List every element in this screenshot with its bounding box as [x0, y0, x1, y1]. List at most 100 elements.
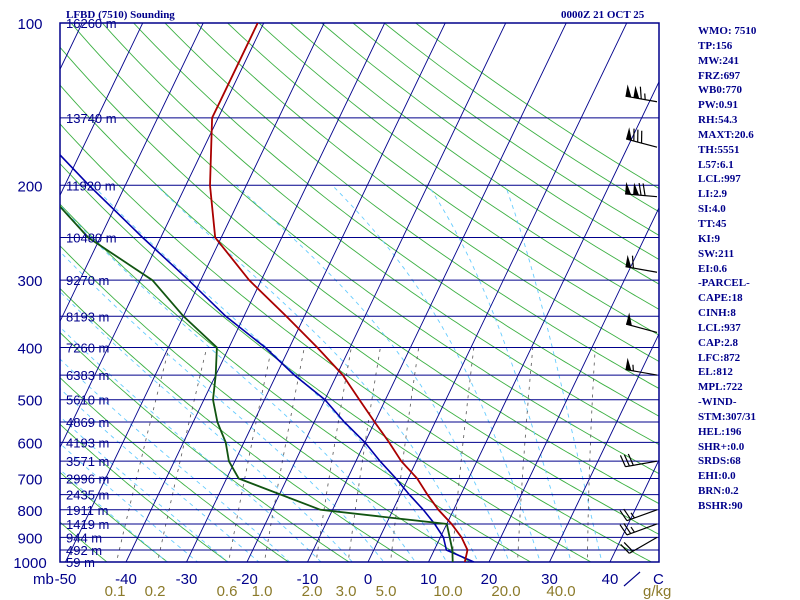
stat-item: SI:4.0: [698, 203, 726, 216]
isotherm: [60, 23, 144, 197]
dry-adiabat: [60, 521, 108, 562]
stat-item: SHR+:0.0: [698, 440, 745, 453]
dry-adiabat: [60, 46, 659, 505]
stats-panel: WMO: 7510 TP:156 MW:241 FRZ:697 WB0:770 PW:0.…: [698, 24, 798, 514]
mixing-ratio-line: [451, 347, 475, 562]
stat-item: STM:307/31: [698, 410, 757, 423]
dry-adiabat: [60, 123, 653, 562]
pressure-tick-label: 100: [17, 16, 42, 33]
temperature-tick-label: 0: [364, 571, 372, 588]
height-label: 2996 m: [66, 472, 109, 487]
wind-barb-pennant: [625, 84, 632, 98]
wind-barb-feather: [627, 453, 634, 466]
wind-barb: [625, 181, 658, 198]
stat-item: EI:0.6: [698, 262, 728, 275]
wind-barb-half-feather: [630, 526, 635, 533]
pressure-tick-label: 700: [17, 472, 42, 489]
wind-barb-feather: [638, 182, 642, 196]
height-label: 13740 m: [66, 111, 117, 126]
stat-item: TP:156: [698, 39, 733, 52]
wind-barb-feather: [619, 524, 628, 536]
moist-adiabat: [60, 442, 199, 562]
stat-item: -WIND-: [698, 396, 737, 409]
stat-item: MPL:722: [698, 381, 743, 394]
isotherm: [125, 23, 386, 562]
moist-adiabat: [60, 358, 291, 562]
temperature-tick-label: 30: [541, 571, 558, 588]
temperature-tick-label: -30: [176, 571, 198, 588]
dry-adiabat: [70, 23, 659, 475]
stat-item: -PARCEL-: [698, 277, 750, 290]
isotherm: [549, 332, 659, 562]
stat-item: WB0:770: [698, 84, 742, 97]
stat-item: WMO: 7510: [698, 25, 757, 37]
parcel-trace: [60, 153, 475, 562]
temperature-unit-label: C: [653, 571, 664, 588]
height-label: 6383 m: [66, 368, 109, 383]
stat-item: KI:9: [698, 232, 720, 245]
moist-adiabat: [427, 185, 572, 562]
height-label: 16260 m: [66, 16, 117, 31]
height-label: 7260 m: [66, 341, 109, 356]
mixing-ratio-label: 2.0: [302, 583, 323, 600]
stat-item: L57:6.1: [698, 158, 734, 171]
isotherm: [609, 458, 659, 562]
isotherm: [186, 23, 446, 562]
mixing-ratio-label: 3.0: [336, 583, 357, 600]
dry-adiabat: [60, 203, 532, 562]
mixing-ratio-line: [228, 347, 273, 562]
temperature-tick-label: 10: [420, 571, 437, 588]
wind-barb-feather: [623, 454, 630, 467]
stat-item: SW:211: [698, 247, 735, 260]
stat-item: LCL:997: [698, 173, 741, 186]
stat-item: CINH:8: [698, 307, 736, 320]
mixing-ratio-label: 1.0: [252, 583, 273, 600]
dry-adiabat: [101, 23, 659, 446]
height-label: 4869 m: [66, 415, 109, 430]
stat-item: TH:5551: [698, 143, 740, 156]
wind-barb-feather: [619, 455, 627, 467]
moist-adiabat: [155, 184, 479, 562]
wind-barb-staff: [626, 509, 658, 522]
height-label: 1419 m: [66, 517, 109, 532]
mixing-ratio-line: [390, 347, 420, 562]
wind-barb: [619, 522, 658, 536]
mixing-ratio-line: [587, 347, 596, 562]
valid-time: 0000Z 21 OCT 25: [561, 9, 645, 21]
isotherm: [367, 23, 628, 562]
wind-barb-staff: [628, 536, 658, 554]
wind-barb: [625, 127, 658, 148]
pressure-tick-label: 200: [17, 178, 42, 195]
wind-barb-feather: [623, 542, 634, 552]
stat-item: CAPE:18: [698, 292, 743, 305]
wind-barb-feather: [620, 544, 630, 554]
height-label: 944 m: [66, 530, 102, 545]
stat-item: SRDS:68: [698, 455, 741, 468]
stat-item: PW:0.91: [698, 99, 739, 112]
temperature-tick-label: -10: [297, 571, 319, 588]
height-label: 8193 m: [66, 309, 109, 324]
moist-adiabat: [60, 250, 385, 562]
temperature-tick-label: -40: [115, 571, 137, 588]
dewpoint-trace: [60, 205, 454, 562]
dry-adiabat: [60, 423, 229, 562]
height-label: 2435 m: [66, 488, 109, 503]
height-label: 5610 m: [66, 393, 109, 408]
wind-barb-pennant: [625, 254, 632, 268]
isotherm: [488, 206, 659, 562]
temperature-tick-label: 20: [481, 571, 498, 588]
wind-barb-pennant: [633, 85, 640, 99]
mixing-ratio-label: 40.0: [546, 583, 575, 600]
isotherm: [307, 23, 567, 562]
wind-barb-staff: [625, 460, 658, 468]
moist-adiabat: [92, 184, 448, 562]
height-label: 9270 m: [66, 273, 109, 288]
mixing-ratio-label: 0.6: [217, 583, 238, 600]
wind-barb-feather: [642, 183, 646, 196]
dry-adiabat: [60, 162, 592, 562]
wind-barb-feather: [639, 86, 642, 100]
dry-adiabat: [60, 245, 471, 562]
isotherm: [246, 23, 507, 562]
mixing-ratio-line: [517, 347, 534, 562]
